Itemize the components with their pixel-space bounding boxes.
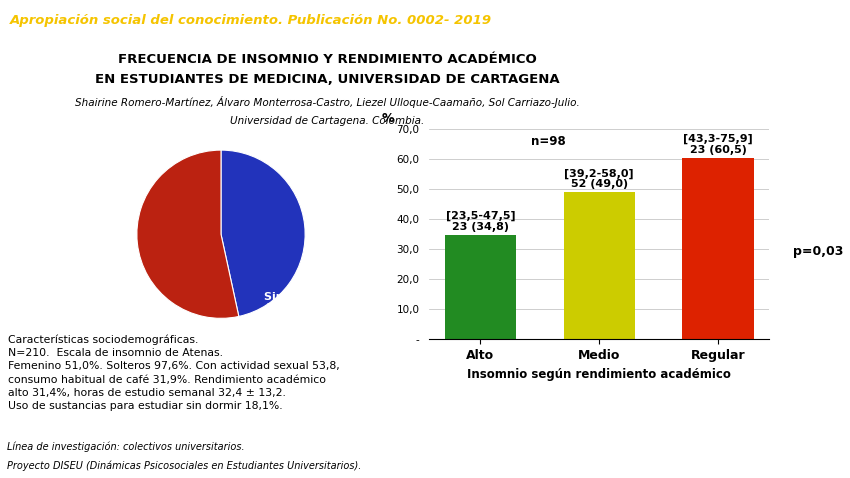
- Text: Apropiación social del conocimiento. Publicación No. 0002- 2019: Apropiación social del conocimiento. Pub…: [10, 14, 492, 27]
- Text: [39,2-58,0]: [39,2-58,0]: [564, 168, 634, 179]
- Text: 23 (60,5): 23 (60,5): [689, 145, 746, 154]
- Wedge shape: [221, 150, 305, 316]
- Text: n=98: n=98: [531, 135, 565, 148]
- Wedge shape: [137, 150, 239, 318]
- Text: 23 (34,8): 23 (34,8): [452, 222, 509, 232]
- Text: Shairine Romero-Martínez, Álvaro Monterrosa-Castro, Liezel Ulloque-Caamaño, Sol : Shairine Romero-Martínez, Álvaro Monterr…: [75, 96, 580, 108]
- Text: [43,3-75,9]: [43,3-75,9]: [683, 134, 753, 144]
- Text: Línea de investigación: colectivos universitarios.: Línea de investigación: colectivos unive…: [7, 442, 245, 452]
- X-axis label: Insomnio según rendimiento académico: Insomnio según rendimiento académico: [468, 368, 731, 380]
- Text: p=0,03: p=0,03: [793, 245, 843, 258]
- Text: FRECUENCIA DE INSOMNIO Y RENDIMIENTO ACADÉMICO: FRECUENCIA DE INSOMNIO Y RENDIMIENTO ACA…: [118, 53, 536, 66]
- Text: Sin insomnio
112 (53,4%)
[IC 95%: 46,3-60,2]: Sin insomnio 112 (53,4%) [IC 95%: 46,3-6…: [243, 292, 365, 325]
- Text: %: %: [382, 112, 394, 125]
- Bar: [445, 235, 516, 339]
- Text: Universidad de Cartagena. Colombia.: Universidad de Cartagena. Colombia.: [230, 116, 424, 126]
- Text: Proyecto DISEU (Dinámicas Psicosociales en Estudiantes Universitarios).: Proyecto DISEU (Dinámicas Psicosociales …: [7, 461, 361, 471]
- Text: EN ESTUDIANTES DE MEDICINA, UNIVERSIDAD DE CARTAGENA: EN ESTUDIANTES DE MEDICINA, UNIVERSIDAD …: [95, 73, 559, 86]
- Text: Con insomnio
98 (46,6%)
[IC 95%: 39,7-53,6]: Con insomnio 98 (46,6%) [IC 95%: 39,7-53…: [14, 179, 135, 213]
- Text: Monterrosa-Castro A, Ulloque-Caamaño L, Carriazo-Julio S. Calidad del dormir, in: Monterrosa-Castro A, Ulloque-Caamaño L, …: [371, 445, 809, 467]
- Text: Características sociodemográficas.
N=210.  Escala de insomnio de Atenas.
Femenin: Características sociodemográficas. N=210…: [8, 335, 340, 411]
- Text: 52 (49,0): 52 (49,0): [570, 179, 628, 189]
- Bar: [564, 192, 635, 339]
- Text: [23,5-47,5]: [23,5-47,5]: [445, 211, 515, 221]
- Bar: [683, 158, 754, 339]
